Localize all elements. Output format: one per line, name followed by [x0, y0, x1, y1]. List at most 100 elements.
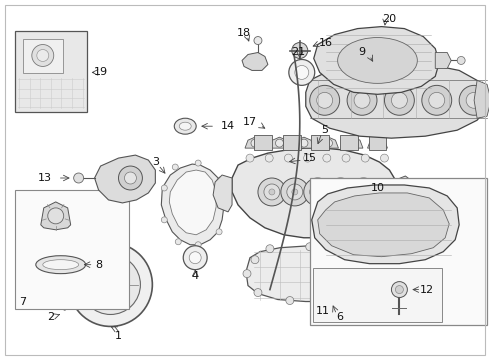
- Text: 5: 5: [321, 125, 328, 135]
- Polygon shape: [245, 137, 265, 148]
- Circle shape: [195, 242, 201, 248]
- Circle shape: [195, 160, 201, 166]
- Text: 21: 21: [291, 48, 305, 58]
- Ellipse shape: [36, 256, 86, 274]
- Ellipse shape: [174, 118, 196, 134]
- Circle shape: [221, 204, 227, 210]
- Bar: [254, 135, 272, 150]
- Circle shape: [246, 154, 254, 162]
- Text: 14: 14: [221, 121, 235, 131]
- Circle shape: [429, 92, 445, 108]
- Polygon shape: [474, 80, 490, 118]
- Circle shape: [124, 172, 136, 184]
- Text: 4: 4: [192, 271, 199, 281]
- Circle shape: [269, 189, 275, 195]
- Polygon shape: [246, 246, 405, 302]
- Polygon shape: [213, 175, 232, 212]
- Circle shape: [48, 208, 64, 224]
- Circle shape: [161, 185, 167, 191]
- Circle shape: [37, 50, 49, 62]
- Circle shape: [183, 246, 207, 270]
- Text: 2: 2: [47, 312, 54, 323]
- Circle shape: [356, 184, 371, 200]
- Bar: [283, 135, 300, 150]
- Bar: [15, 31, 87, 112]
- Circle shape: [392, 92, 407, 108]
- Circle shape: [338, 189, 343, 195]
- Circle shape: [81, 255, 141, 315]
- Circle shape: [32, 45, 54, 67]
- Circle shape: [317, 92, 333, 108]
- Text: 9: 9: [358, 48, 365, 58]
- Circle shape: [74, 173, 84, 183]
- Circle shape: [265, 154, 273, 162]
- Ellipse shape: [338, 37, 417, 84]
- Polygon shape: [318, 137, 339, 148]
- Circle shape: [304, 178, 332, 206]
- Circle shape: [386, 249, 393, 257]
- Circle shape: [217, 177, 223, 183]
- Polygon shape: [294, 137, 314, 148]
- Circle shape: [175, 239, 181, 245]
- Polygon shape: [169, 170, 216, 235]
- Polygon shape: [306, 62, 487, 138]
- Polygon shape: [343, 137, 363, 148]
- Text: 16: 16: [318, 37, 333, 48]
- Text: 17: 17: [243, 117, 257, 127]
- Text: 15: 15: [303, 153, 317, 163]
- Circle shape: [287, 184, 303, 200]
- Polygon shape: [232, 148, 395, 238]
- Bar: [15, 190, 129, 310]
- Text: 7: 7: [19, 297, 26, 306]
- Bar: [340, 135, 358, 150]
- Text: 3: 3: [152, 157, 159, 167]
- Circle shape: [275, 139, 283, 147]
- Circle shape: [395, 285, 403, 293]
- Polygon shape: [314, 27, 439, 94]
- Text: 10: 10: [370, 183, 385, 193]
- Circle shape: [392, 282, 407, 298]
- Bar: [23, 39, 63, 73]
- Circle shape: [395, 285, 403, 293]
- Circle shape: [354, 92, 370, 108]
- Circle shape: [216, 229, 222, 235]
- Circle shape: [281, 178, 309, 206]
- Circle shape: [327, 178, 355, 206]
- Circle shape: [189, 252, 201, 264]
- Circle shape: [399, 268, 407, 276]
- Circle shape: [310, 184, 326, 200]
- Ellipse shape: [179, 122, 191, 130]
- Circle shape: [364, 297, 371, 305]
- Circle shape: [264, 184, 280, 200]
- Circle shape: [333, 184, 348, 200]
- Circle shape: [95, 269, 126, 301]
- Circle shape: [304, 154, 312, 162]
- Polygon shape: [242, 53, 268, 71]
- Text: 11: 11: [316, 306, 330, 316]
- Circle shape: [266, 245, 274, 253]
- Circle shape: [254, 289, 262, 297]
- Circle shape: [251, 139, 259, 147]
- Circle shape: [306, 243, 314, 251]
- Circle shape: [251, 256, 259, 264]
- Text: 1: 1: [115, 332, 122, 341]
- Circle shape: [172, 164, 178, 170]
- Bar: [313, 268, 442, 323]
- Circle shape: [292, 42, 308, 58]
- Circle shape: [284, 154, 293, 162]
- Circle shape: [323, 154, 331, 162]
- Bar: [368, 135, 387, 150]
- Circle shape: [361, 154, 369, 162]
- Text: 20: 20: [382, 14, 396, 24]
- Circle shape: [69, 243, 152, 327]
- Polygon shape: [161, 164, 224, 245]
- Circle shape: [310, 85, 340, 115]
- Circle shape: [58, 287, 68, 297]
- Circle shape: [324, 139, 332, 147]
- Text: 6: 6: [336, 312, 343, 323]
- Polygon shape: [41, 202, 71, 230]
- Polygon shape: [395, 176, 416, 214]
- Ellipse shape: [43, 260, 78, 270]
- Polygon shape: [318, 193, 449, 257]
- Circle shape: [466, 92, 482, 108]
